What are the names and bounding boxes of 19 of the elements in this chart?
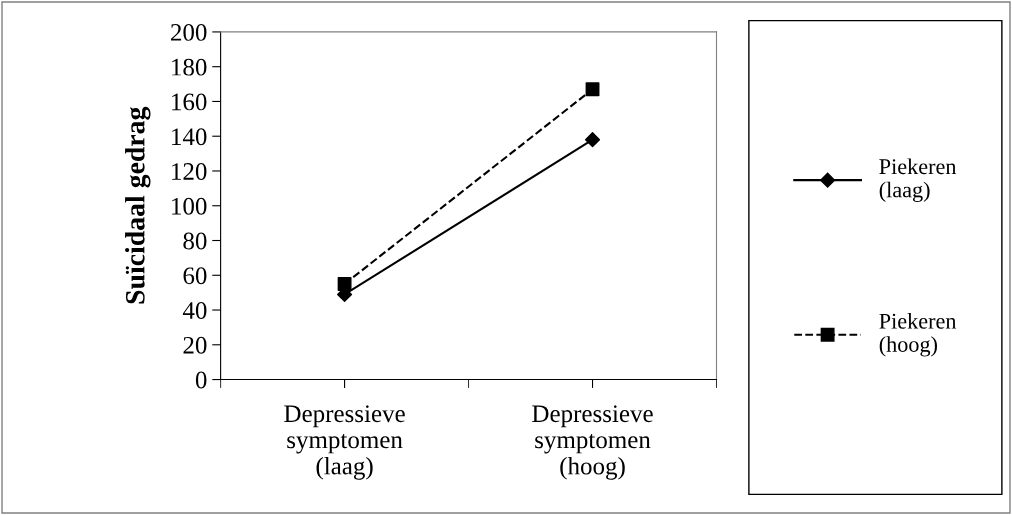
y-tick-label: 20	[183, 336, 207, 354]
y-tick-label: 140	[172, 128, 207, 146]
legend-label: Piekeren (hoog)	[879, 313, 957, 357]
x-tick-label: Depressieve symptomen (hoog)	[532, 405, 653, 480]
y-tick-label: 40	[182, 302, 207, 319]
y-tick-label: 180	[172, 58, 207, 76]
point	[584, 132, 601, 148]
y-tick-label: 160	[172, 93, 207, 111]
x-tick-label: Depressieve symptomen (laag)	[284, 405, 405, 480]
y-tick-label: 0	[195, 371, 207, 389]
y-tick-label: 120	[172, 163, 207, 180]
y-tick-label: 80	[183, 232, 207, 250]
y-axis-title: Suïcidaal gedrag	[125, 106, 151, 304]
point	[337, 277, 352, 291]
y-tick-label: 200	[171, 23, 207, 41]
y-tick-label: 100	[172, 197, 207, 215]
point	[585, 82, 600, 97]
y-tick-label: 60	[183, 267, 207, 285]
legend-label: Piekeren (laag)	[879, 158, 957, 202]
